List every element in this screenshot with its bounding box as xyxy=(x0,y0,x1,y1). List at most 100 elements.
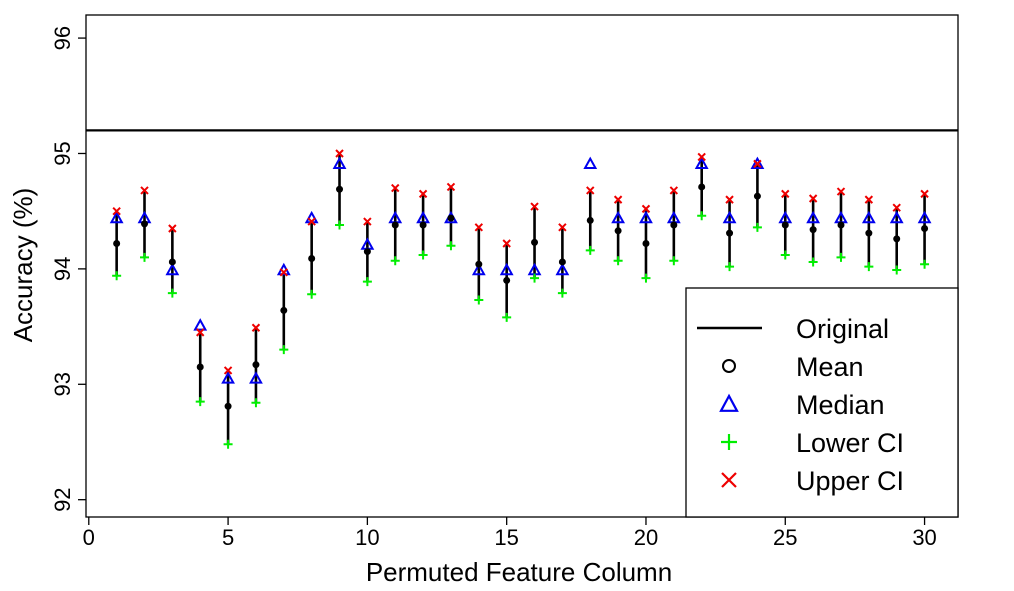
median-point xyxy=(471,262,486,276)
lower-ci-point xyxy=(167,288,177,298)
y-tick-label: 94 xyxy=(50,257,75,281)
mean-point xyxy=(670,221,678,229)
median-point xyxy=(806,210,821,224)
lower-ci-point xyxy=(474,295,484,305)
upper-ci-point xyxy=(391,183,400,193)
mean-point xyxy=(363,248,371,256)
x-tick-label: 15 xyxy=(494,525,518,550)
mean-point xyxy=(475,260,483,268)
median-point xyxy=(249,371,263,384)
lower-ci-point xyxy=(446,241,456,251)
upper-ci-point xyxy=(168,224,177,233)
median-point xyxy=(917,210,932,224)
median-point xyxy=(221,371,235,384)
upper-ci-point xyxy=(446,182,456,192)
median-point xyxy=(694,156,709,170)
legend-upper-ci-symbol xyxy=(721,472,737,488)
legend-upper-ci-label: Upper CI xyxy=(796,466,904,496)
y-axis-title: Accuracy (%) xyxy=(8,188,38,343)
mean-point xyxy=(837,221,845,229)
lower-ci-point xyxy=(223,439,233,449)
lower-ci-point xyxy=(502,312,512,322)
upper-ci-point xyxy=(836,187,846,196)
lower-ci-point xyxy=(307,289,317,299)
lower-ci-point xyxy=(892,265,902,275)
mean-point xyxy=(893,235,901,243)
mean-point xyxy=(921,224,929,232)
lower-ci-point xyxy=(585,245,595,255)
lower-ci-point xyxy=(641,273,651,283)
legend-original-label: Original xyxy=(796,314,889,344)
upper-ci-point xyxy=(335,149,344,158)
mean-point xyxy=(614,227,622,235)
lower-ci-point xyxy=(112,271,122,281)
y-tick-label: 93 xyxy=(50,372,75,396)
lower-ci-point xyxy=(920,259,930,269)
upper-ci-point xyxy=(613,195,623,204)
mean-point xyxy=(809,226,817,234)
mean-point xyxy=(531,238,539,246)
upper-ci-point xyxy=(112,206,121,216)
upper-ci-point xyxy=(586,186,595,195)
median-point xyxy=(499,262,514,276)
mean-point xyxy=(642,239,650,247)
mean-point xyxy=(586,216,594,224)
upper-ci-point xyxy=(725,195,734,204)
upper-ci-point xyxy=(474,223,484,232)
mean-point xyxy=(168,258,176,266)
mean-point xyxy=(419,221,427,229)
mean-point xyxy=(141,220,149,228)
mean-point xyxy=(252,361,260,369)
upper-ci-point xyxy=(669,186,679,195)
legend-median-symbol xyxy=(719,393,739,412)
lower-ci-point xyxy=(864,262,874,272)
axes: 0 5 10 15 20 25 30 92 93 94 95 96 xyxy=(50,14,959,550)
median-point xyxy=(165,262,180,276)
lower-ci-point xyxy=(195,397,205,407)
y-tick-label: 96 xyxy=(50,26,75,50)
legend-lower-ci-symbol xyxy=(721,434,737,450)
upper-ci-point xyxy=(641,204,651,214)
mean-point xyxy=(224,402,232,410)
lower-ci-point xyxy=(752,222,762,232)
legend-lower-ci-label: Lower CI xyxy=(796,428,904,458)
median-point xyxy=(109,210,124,224)
mean-point xyxy=(391,221,399,229)
y-tick-label: 95 xyxy=(50,141,75,165)
y-tick-label: 92 xyxy=(50,487,75,511)
median-point xyxy=(889,210,904,224)
plot-frame xyxy=(85,14,959,518)
legend-mean-label: Mean xyxy=(796,352,864,382)
mean-point xyxy=(280,306,288,314)
median-point xyxy=(861,210,876,224)
lower-ci-point xyxy=(390,256,400,266)
upper-ci-point xyxy=(502,239,511,248)
lower-ci-point xyxy=(335,220,345,230)
x-tick-label: 30 xyxy=(912,525,936,550)
x-axis-title: Permuted Feature Column xyxy=(366,557,672,587)
lower-ci-point xyxy=(279,345,289,355)
plot-marks xyxy=(86,129,958,449)
x-tick-label: 25 xyxy=(773,525,797,550)
lower-ci-point xyxy=(613,256,623,266)
mean-point xyxy=(558,258,566,266)
x-tick-label: 0 xyxy=(83,525,95,550)
median-point xyxy=(639,210,653,224)
upper-ci-point xyxy=(363,217,372,226)
median-point xyxy=(750,156,765,170)
upper-ci-point xyxy=(279,268,289,277)
lower-ci-point xyxy=(780,250,790,260)
median-point xyxy=(583,156,598,170)
lower-ci-point xyxy=(140,252,150,262)
x-tick-label: 20 xyxy=(634,525,658,550)
lower-ci-point xyxy=(557,288,567,298)
legend: Original Mean Median Lower CI Upper CI xyxy=(685,287,959,518)
lower-ci-point xyxy=(530,273,540,283)
x-tick-label: 5 xyxy=(222,525,234,550)
median-point xyxy=(332,156,347,170)
upper-ci-point xyxy=(558,223,567,232)
legend-mean-symbol xyxy=(722,359,736,373)
median-point xyxy=(611,210,626,224)
mean-point xyxy=(865,229,873,237)
mean-point xyxy=(308,254,316,262)
